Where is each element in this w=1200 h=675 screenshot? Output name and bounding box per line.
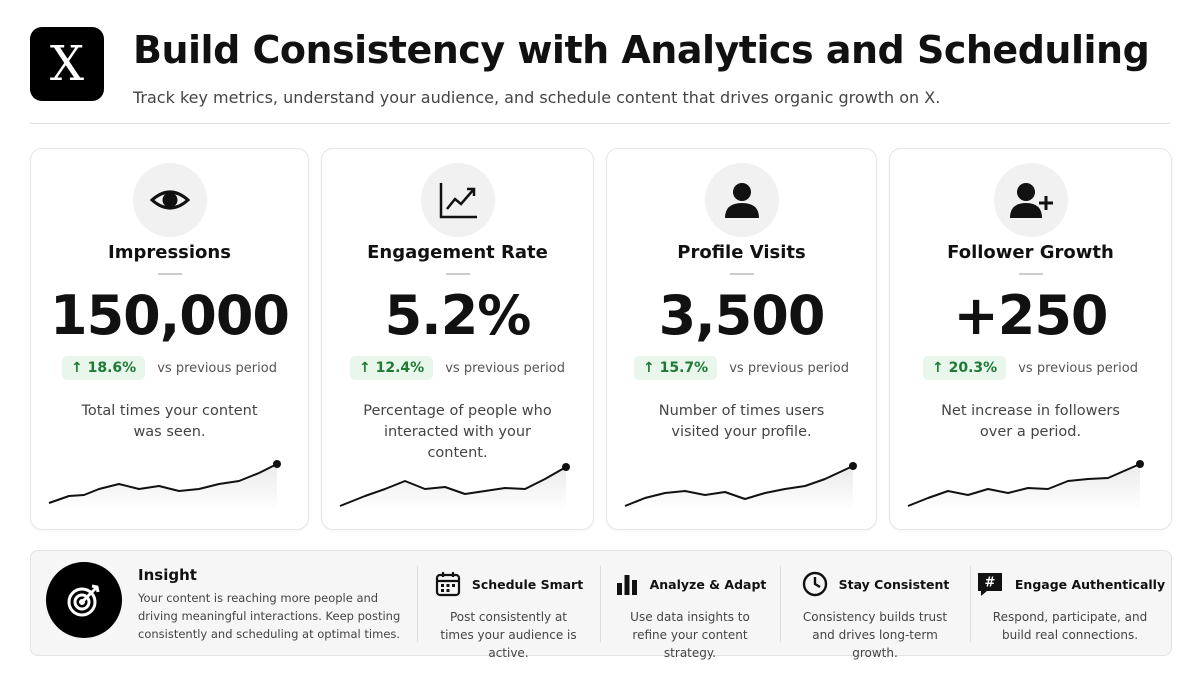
metric-description: Number of times users visited your profi… — [658, 403, 825, 440]
svg-text:#: # — [984, 576, 995, 591]
sparkline-line — [624, 465, 854, 507]
tip-separator — [970, 566, 971, 642]
tip-separator — [780, 566, 781, 642]
tip-title: Schedule Smart — [471, 576, 584, 592]
sparkline — [624, 462, 857, 511]
description-wrap: Net increase in followers over a period. — [890, 401, 1171, 443]
sparkline-dot — [562, 463, 570, 471]
description-wrap: Total times your content was seen. — [31, 401, 308, 443]
subtitle: Track key metrics, understand your audie… — [133, 88, 941, 107]
sparkline-dot — [273, 460, 281, 468]
change-row: ↑ 15.7% vs previous period — [607, 356, 876, 380]
insight-title: Insight — [138, 566, 197, 584]
metric-title: Impressions — [108, 242, 231, 263]
change-pill: ↑ 20.3% — [923, 356, 1007, 380]
insight-icon — [46, 562, 122, 638]
tip: Schedule Smart Post consistently at time… — [417, 566, 600, 660]
metric-icon — [704, 163, 779, 237]
metric-description: Total times your content was seen. — [81, 403, 258, 440]
title-dash — [445, 273, 470, 275]
change-pill: ↑ 15.7% — [634, 356, 718, 380]
tip-text: Respond, participate, and build real con… — [992, 610, 1148, 642]
sparkline-line — [907, 463, 1141, 507]
metric-title: Profile Visits — [677, 242, 806, 263]
tip-head: Analyze & Adapt — [600, 566, 780, 602]
sparkline-line — [339, 466, 567, 507]
insight-panel — [30, 550, 1172, 656]
metric-card: Impressions 150,000 ↑ 18.6% vs previous … — [30, 148, 309, 530]
description-wrap: Percentage of people who interacted with… — [322, 401, 593, 464]
tip: Analyze & Adapt Use data insights to ref… — [600, 566, 780, 660]
change-note: vs previous period — [1018, 360, 1138, 376]
metric-icon — [132, 163, 207, 237]
sparkline-area — [908, 464, 1140, 511]
sparkline-line — [48, 463, 278, 504]
change-row: ↑ 20.3% vs previous period — [890, 356, 1171, 380]
tip-separator — [600, 566, 601, 642]
metric-value: 5.2% — [384, 284, 532, 347]
metric-value: 150,000 — [50, 284, 290, 347]
change-pill: ↑ 12.4% — [350, 356, 434, 380]
change-pill: ↑ 18.6% — [62, 356, 146, 380]
change-note: vs previous period — [157, 360, 277, 376]
tip-head: # Engage Authentically — [970, 566, 1170, 602]
metric-value: +250 — [953, 284, 1109, 347]
sparkline-area — [625, 466, 853, 511]
metric-description: Net increase in followers over a period. — [941, 403, 1120, 440]
change-row: ↑ 18.6% vs previous period — [31, 356, 308, 380]
divider — [30, 123, 1170, 124]
metric-card: Follower Growth +250 ↑ 20.3% vs previous… — [889, 148, 1172, 530]
sparkline-dot — [1136, 460, 1144, 468]
change-note: vs previous period — [729, 360, 849, 376]
metric-value: 3,500 — [658, 284, 826, 347]
title-dash — [729, 273, 754, 275]
tip-head: Stay Consistent — [780, 566, 970, 602]
tip-title: Analyze & Adapt — [649, 576, 767, 592]
metric-title: Follower Growth — [947, 242, 1114, 263]
title: Build Consistency with Analytics and Sch… — [133, 28, 1150, 72]
sparkline — [48, 460, 281, 511]
sparkline — [907, 460, 1144, 511]
metric-description: Percentage of people who interacted with… — [363, 403, 552, 461]
tip-text: Post consistently at times your audience… — [440, 610, 577, 660]
description-wrap: Number of times users visited your profi… — [607, 401, 876, 443]
tip-title: Stay Consistent — [838, 576, 950, 592]
metric-icon — [993, 163, 1068, 237]
sparkline-area — [340, 467, 566, 511]
title-dash — [1018, 273, 1043, 275]
insight-text: Your content is reaching more people and… — [138, 591, 401, 641]
change-row: ↑ 12.4% vs previous period — [322, 356, 593, 380]
sparkline-dot — [849, 462, 857, 470]
logo: X — [30, 27, 104, 101]
metric-title: Engagement Rate — [367, 242, 548, 263]
sparkline — [339, 463, 570, 511]
tip-separator — [417, 566, 418, 642]
tip: Stay Consistent Consistency builds trust… — [780, 566, 970, 660]
title-dash — [157, 273, 182, 275]
metric-icon — [420, 163, 495, 237]
tip-text: Consistency builds trust and drives long… — [802, 610, 948, 660]
metric-card: Profile Visits 3,500 ↑ 15.7% vs previous… — [606, 148, 877, 530]
tip-text: Use data insights to refine your content… — [630, 610, 750, 660]
tip-title: Engage Authentically — [1014, 576, 1166, 592]
tip-head: Schedule Smart — [417, 566, 600, 602]
metric-card: Engagement Rate 5.2% ↑ 12.4% vs previous… — [321, 148, 594, 530]
change-note: vs previous period — [445, 360, 565, 376]
tip: # Engage Authentically Respond, participa… — [970, 566, 1170, 646]
